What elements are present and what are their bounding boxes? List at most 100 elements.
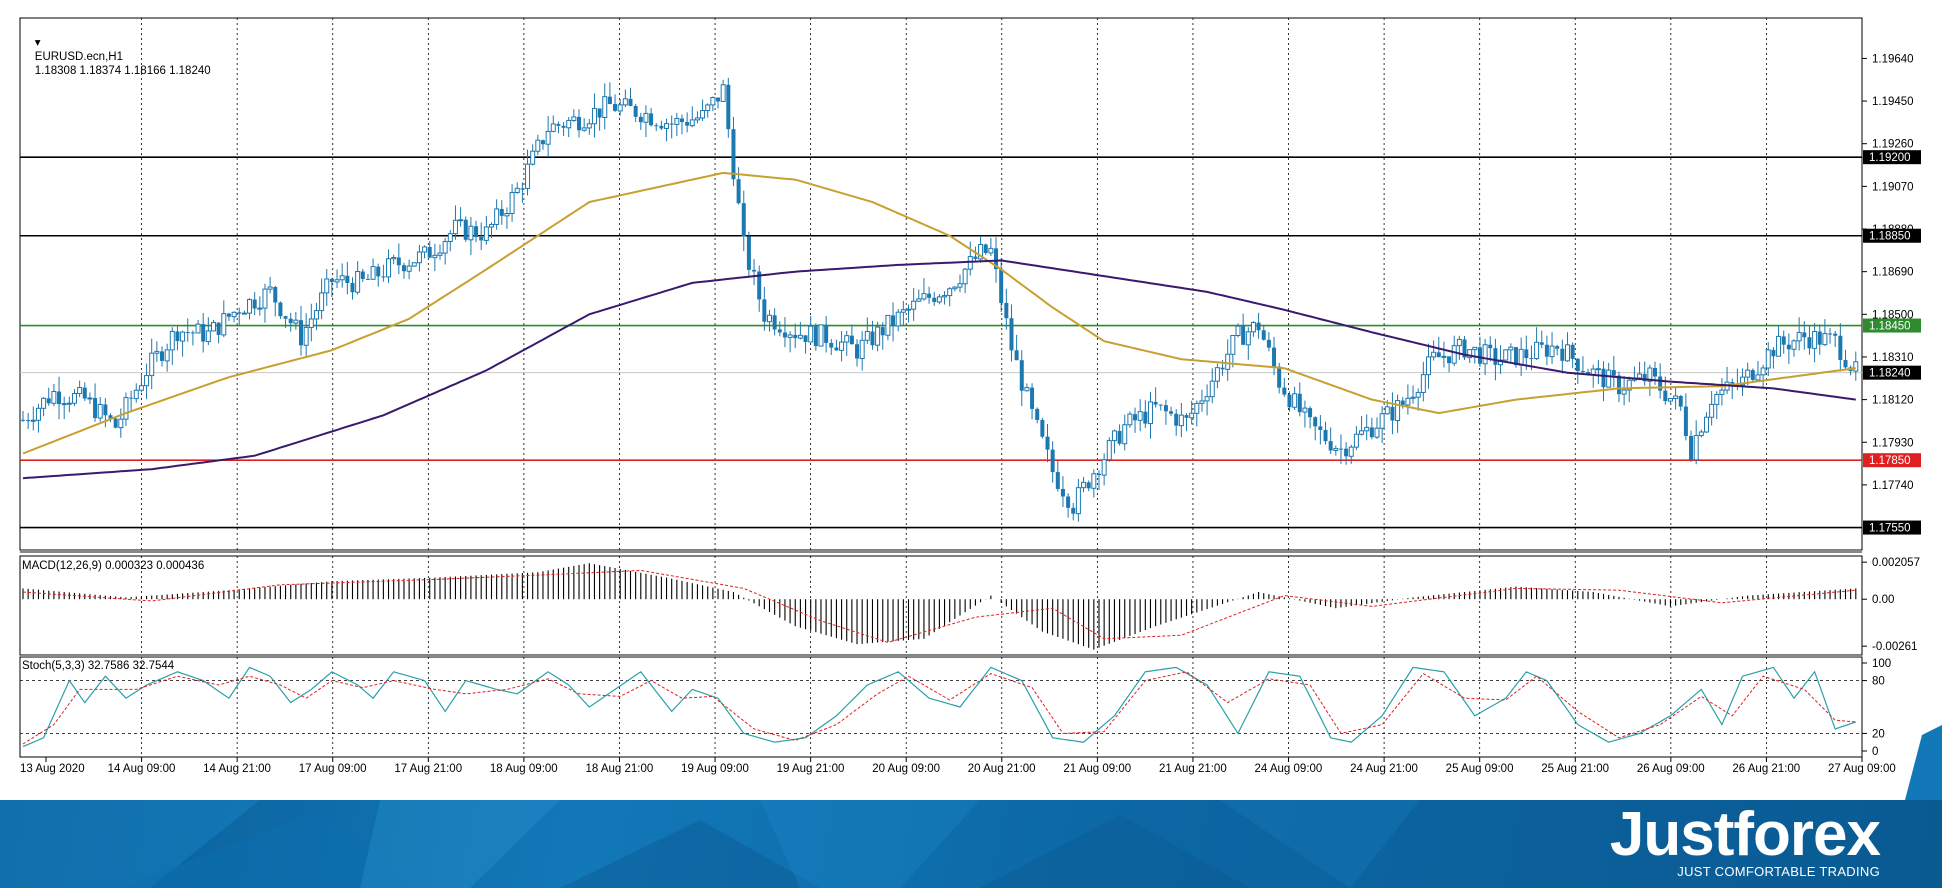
time-tick-label: 13 Aug 2020 xyxy=(20,763,85,775)
candle-body xyxy=(602,96,608,119)
candle-body xyxy=(169,330,175,351)
candle-body xyxy=(360,271,365,279)
candle-body xyxy=(1004,302,1009,319)
candle-body xyxy=(164,349,170,362)
candle-body xyxy=(324,278,330,294)
candle-body xyxy=(1086,482,1091,489)
candle-body xyxy=(144,375,150,387)
candle-body xyxy=(1127,413,1133,426)
candle-body xyxy=(175,331,180,342)
candle-body xyxy=(586,123,592,129)
candle-body xyxy=(1374,427,1380,438)
candle-body xyxy=(654,125,659,127)
candle-body xyxy=(720,84,726,102)
candle-body xyxy=(891,315,896,326)
candle-body xyxy=(731,129,736,180)
candle-body xyxy=(226,313,231,317)
candle-body xyxy=(411,262,417,267)
candle-body xyxy=(468,225,474,241)
candle-body xyxy=(113,418,118,428)
candle-body xyxy=(1323,429,1328,442)
candle-body xyxy=(1719,389,1725,395)
candle-body xyxy=(613,103,618,111)
candle-body xyxy=(1169,411,1174,414)
candle-body xyxy=(643,112,649,123)
candle-body xyxy=(133,389,139,400)
time-tick-label: 14 Aug 21:00 xyxy=(203,763,271,775)
candle-body xyxy=(777,329,782,333)
time-tick-label: 24 Aug 09:00 xyxy=(1255,763,1323,775)
candle-body xyxy=(474,226,479,238)
candle-body xyxy=(1580,371,1585,373)
stoch-tick-label: 0 xyxy=(1872,746,1878,758)
chart-area[interactable]: 13 Aug 2020 14 Aug 09:00 14 Aug 21:00 17 Au… xyxy=(0,0,1942,800)
candle-body xyxy=(1111,430,1117,442)
candle-body xyxy=(705,104,711,111)
candle-body xyxy=(591,107,597,125)
stoch-k-line xyxy=(22,666,1856,748)
macd-tick-label: -0.00261 xyxy=(1872,641,1917,653)
candle-body xyxy=(864,330,870,341)
candle-body xyxy=(1369,427,1374,438)
candle-body xyxy=(1642,374,1647,382)
candle-body xyxy=(1024,387,1030,392)
candle-body xyxy=(525,163,531,189)
candle-body xyxy=(1807,337,1812,349)
candle-body xyxy=(1241,326,1246,345)
time-tick-label: 21 Aug 21:00 xyxy=(1159,763,1227,775)
candle-body xyxy=(308,318,314,328)
candle-body xyxy=(1030,387,1035,409)
candle-body xyxy=(638,116,643,123)
candle-body xyxy=(1184,415,1189,418)
moving-average-line xyxy=(22,171,1856,455)
candle-body xyxy=(427,246,432,258)
level-price-label: 1.19200 xyxy=(1869,152,1911,164)
candle-body xyxy=(432,254,438,259)
candle-body xyxy=(808,325,814,343)
candle-body xyxy=(30,419,36,422)
candle-body xyxy=(597,108,602,118)
stoch-tick-label: 80 xyxy=(1872,676,1885,688)
header-dropdown-icon[interactable]: ▾ xyxy=(34,37,41,49)
candle-body xyxy=(26,420,31,422)
candle-body xyxy=(1462,339,1467,358)
candle-body xyxy=(1174,413,1179,426)
ohlc-values: 1.18308 1.18374 1.18166 1.18240 xyxy=(34,65,211,77)
candle-body xyxy=(1313,417,1318,427)
candle-body xyxy=(1689,435,1694,460)
stoch-d-line xyxy=(22,671,1856,745)
candle-body xyxy=(376,266,381,277)
candle-body xyxy=(365,278,370,280)
candle-body xyxy=(1245,331,1251,346)
pane-frame xyxy=(19,17,1863,551)
candle-body xyxy=(1117,430,1122,444)
candle-body xyxy=(757,271,762,300)
candle-body xyxy=(345,275,350,284)
candle-body xyxy=(689,119,695,127)
time-tick-label: 20 Aug 09:00 xyxy=(872,763,940,775)
candle-body xyxy=(1436,352,1441,358)
candle-body xyxy=(855,344,860,359)
candle-body xyxy=(885,314,891,336)
candle-body xyxy=(1776,335,1782,357)
candle-body xyxy=(221,313,227,336)
candle-body xyxy=(1482,344,1488,365)
level-price-label: 1.17550 xyxy=(1869,523,1911,535)
candle-body xyxy=(911,300,917,310)
candle-body xyxy=(1214,367,1220,382)
candle-body xyxy=(1282,387,1287,395)
candle-body xyxy=(797,334,803,339)
time-tick-label: 27 Aug 09:00 xyxy=(1828,763,1896,775)
chart-canvas[interactable]: 13 Aug 2020 14 Aug 09:00 14 Aug 21:00 17 Au… xyxy=(0,0,1942,800)
stoch-tick-label: 100 xyxy=(1872,658,1891,670)
candle-body xyxy=(1812,331,1818,349)
level-price-label: 1.18450 xyxy=(1869,321,1911,333)
candle-body xyxy=(210,322,216,332)
candle-body xyxy=(669,123,674,125)
candle-body xyxy=(545,130,551,145)
candle-body xyxy=(35,407,41,421)
candle-body xyxy=(1765,349,1771,369)
candle-body xyxy=(895,311,901,327)
macd-label: MACD(12,26,9) 0.000323 0.000436 xyxy=(22,560,205,572)
candle-body xyxy=(1153,401,1158,405)
